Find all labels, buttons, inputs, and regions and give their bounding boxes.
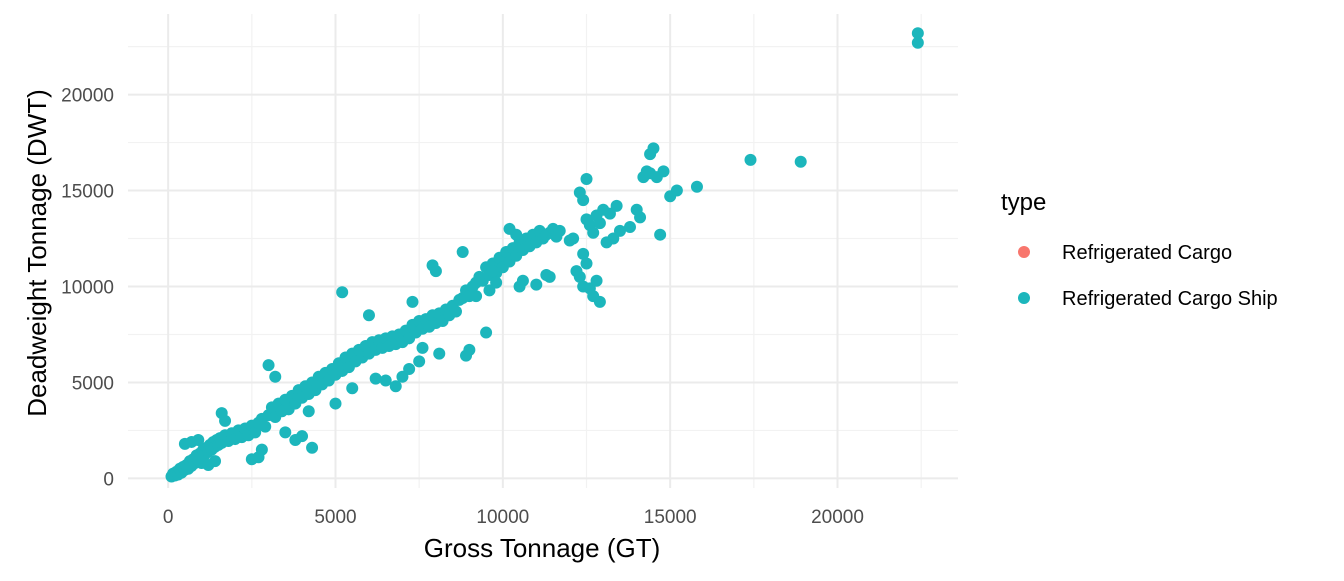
data-point: [624, 221, 637, 234]
data-point: [336, 286, 349, 299]
legend-marker-refrigerated-cargo: [1018, 246, 1030, 258]
data-point: [463, 290, 476, 303]
y-tick-label: 20000: [61, 86, 114, 107]
data-point: [192, 434, 205, 447]
x-axis-title: Gross Tonnage (GT): [424, 533, 661, 563]
data-point: [416, 341, 429, 354]
data-point: [587, 226, 600, 239]
data-point: [530, 278, 543, 291]
data-point: [249, 426, 262, 439]
data-point: [406, 295, 419, 308]
data-point: [634, 211, 647, 224]
data-point: [580, 173, 593, 186]
data-point: [573, 270, 586, 283]
data-point: [262, 359, 275, 372]
data-point: [516, 274, 529, 287]
data-point: [449, 305, 462, 318]
data-point: [610, 199, 623, 212]
data-point: [590, 274, 603, 287]
data-point: [911, 36, 924, 49]
data-point: [577, 247, 590, 260]
data-point: [219, 414, 232, 427]
data-point: [690, 180, 703, 193]
legend-title: type: [1001, 189, 1046, 216]
legend-label-refrigerated-cargo-ship: Refrigerated Cargo Ship: [1062, 288, 1278, 310]
data-point: [369, 372, 382, 385]
y-axis-title: Deadweight Tonnage (DWT): [22, 89, 52, 417]
x-tick-label: 0: [163, 507, 174, 528]
grid: [128, 14, 958, 488]
data-point: [463, 343, 476, 356]
x-tick-label: 5000: [314, 507, 356, 528]
data-point: [306, 441, 319, 454]
data-points: [165, 27, 924, 483]
data-point: [329, 397, 342, 410]
data-point: [259, 420, 272, 433]
y-tick-label: 0: [103, 469, 114, 490]
data-point: [279, 426, 292, 439]
data-point: [413, 355, 426, 368]
data-point: [911, 27, 924, 40]
legend-label-refrigerated-cargo: Refrigerated Cargo: [1062, 242, 1232, 264]
data-point: [510, 228, 523, 241]
data-point: [255, 443, 268, 456]
data-point: [379, 374, 392, 387]
data-point: [480, 326, 493, 339]
y-axis-ticks: 0 5000 10000 15000 20000: [61, 86, 114, 491]
data-point: [269, 370, 282, 383]
x-tick-label: 20000: [811, 507, 864, 528]
data-point: [403, 363, 416, 376]
data-point: [389, 380, 402, 393]
data-point: [433, 347, 446, 360]
y-tick-label: 10000: [61, 278, 114, 299]
y-tick-label: 5000: [72, 373, 114, 394]
data-point: [209, 455, 222, 468]
data-point: [670, 184, 683, 197]
data-point: [296, 430, 309, 443]
data-point: [483, 284, 496, 297]
x-axis-ticks: 0 5000 10000 15000 20000: [163, 507, 864, 528]
data-point: [613, 224, 626, 237]
data-point: [543, 270, 556, 283]
data-point: [553, 224, 566, 237]
data-point: [302, 405, 315, 418]
data-point: [362, 309, 375, 322]
data-point: [486, 265, 499, 278]
data-point: [654, 228, 667, 241]
data-point: [580, 257, 593, 270]
data-point: [456, 245, 469, 258]
x-tick-label: 15000: [644, 507, 697, 528]
data-point: [567, 232, 580, 245]
data-point: [647, 142, 660, 155]
data-point: [429, 265, 442, 278]
y-tick-label: 15000: [61, 182, 114, 203]
data-point: [593, 295, 606, 308]
x-tick-label: 10000: [476, 507, 529, 528]
data-point: [657, 165, 670, 178]
data-point: [346, 382, 359, 395]
data-point: [744, 153, 757, 166]
data-point: [794, 155, 807, 168]
data-point: [577, 194, 590, 207]
legend: type Refrigerated Cargo Refrigerated Car…: [1001, 189, 1278, 310]
legend-marker-refrigerated-cargo-ship: [1018, 292, 1030, 304]
data-point: [593, 217, 606, 230]
